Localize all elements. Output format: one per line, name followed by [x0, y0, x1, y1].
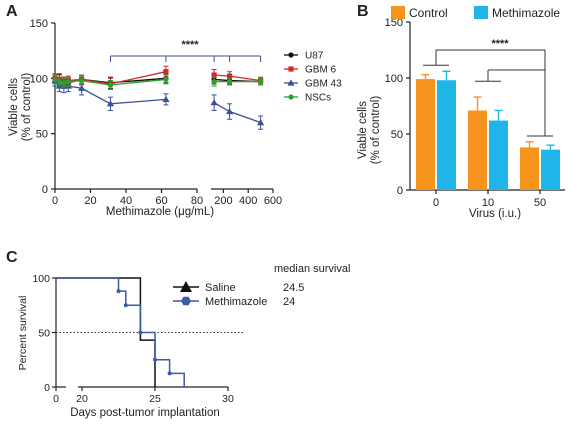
panel-a-xtick-label: 80	[191, 195, 203, 207]
panel-b-xtick-label: 0	[433, 197, 439, 209]
panel-a-point	[106, 100, 115, 107]
panel-a-xtick-label: 20	[84, 195, 96, 207]
panel-c-survival-point	[153, 357, 157, 362]
panel-a-point	[107, 82, 114, 88]
panel-b-bar	[541, 149, 560, 190]
panel-a-ylabel-line1: Viable cells	[8, 78, 20, 136]
panel-c-chart: 0 50 100 0 20 25 30 Saline 24.5 Methimazole 24	[32, 273, 304, 405]
panel-c-xtick-label: 30	[222, 393, 234, 405]
panel-a-legend-label: GBM 43	[305, 79, 342, 90]
panel-b-bar	[520, 147, 539, 190]
panel-b-ytick-label: 150	[385, 17, 403, 29]
panel-c-ytick-label: 100	[32, 273, 50, 285]
panel-a-point	[226, 107, 234, 115]
panel-a-point	[257, 119, 265, 126]
panel-a-point	[227, 79, 233, 85]
panel-b-bar	[489, 120, 508, 190]
panel-a-xlabel: Methimazole (μg/mL)	[106, 206, 214, 218]
panel-c-legend-marker	[180, 281, 192, 292]
panel-c-survival-point	[138, 330, 143, 335]
panel-a-ylabel-line2: (% of control)	[21, 73, 33, 142]
panel-c-legend-label: Methimazole	[205, 296, 267, 308]
panel-a-point	[211, 72, 217, 78]
panel-letter-c: C	[6, 249, 18, 266]
panel-b-ytick-label: 50	[391, 129, 403, 141]
panel-a-xtick-label: 200	[214, 195, 232, 207]
panel-a-ytick-label: 100	[30, 73, 48, 85]
panel-a-point	[52, 76, 58, 83]
panel-a-ytick-label: 0	[42, 184, 48, 196]
panel-letter-a: A	[6, 3, 18, 20]
panel-a-point	[163, 69, 169, 75]
panel-b-bar	[468, 110, 487, 190]
panel-a-point	[56, 79, 63, 85]
panel-c-ylabel: Percent survival	[17, 296, 29, 371]
panel-c-xtick-label: 20	[76, 393, 88, 405]
panel-a-point	[227, 73, 233, 79]
panel-a-xtick-label: 0	[52, 195, 58, 207]
panel-b-legend-label: Control	[409, 6, 448, 20]
panel-b-xtick-label: 50	[534, 197, 546, 209]
panel-c-legend-marker	[181, 296, 191, 306]
panel-c-legend-header: median survival	[274, 263, 350, 275]
panel-b-legend-swatch	[474, 6, 488, 19]
panel-c-xlabel: Days post-tumor implantation	[70, 407, 220, 419]
panel-a-point	[163, 76, 169, 83]
panel-a-ytick-label: 150	[30, 18, 48, 30]
panel-b-xlabel: Virus (i.u.)	[469, 208, 521, 220]
panel-a-point	[78, 84, 86, 91]
panel-c-xtick-label: 25	[149, 393, 161, 405]
panel-a-legend-marker	[288, 52, 294, 58]
panel-a-point	[210, 99, 218, 106]
panel-a-xtick-label: 40	[120, 195, 132, 207]
panel-c-legend-median: 24.5	[283, 282, 304, 294]
panel-a-point	[258, 79, 264, 85]
panel-a-xtick-label: 600	[264, 195, 282, 207]
panel-c-legend-label: Saline	[205, 282, 236, 294]
panel-a-point	[162, 95, 170, 102]
panel-b-legend-label: Methimazole	[492, 6, 560, 20]
panel-b-legend-swatch	[391, 6, 405, 19]
panel-b-ylabel-line2: (% of control)	[370, 96, 382, 165]
panel-a-xtick-label: 400	[239, 195, 257, 207]
panel-a-ytick-label: 50	[36, 129, 48, 141]
panel-b-bar	[416, 79, 435, 190]
panel-b-ytick-label: 0	[397, 185, 403, 197]
panel-b-chart: 0 50 100 150 0 10 50 Control Methimazole	[385, 6, 565, 209]
panel-c-survival-point	[123, 303, 128, 308]
panel-c-survival-point	[167, 371, 172, 376]
panel-c-ytick-label: 0	[44, 382, 50, 394]
panel-a-legend-marker	[287, 79, 295, 86]
panel-a-point	[65, 79, 71, 85]
panel-a-legend-label: GBM 6	[305, 65, 337, 76]
panel-a-xtick-label: 60	[155, 195, 167, 207]
panel-a-legend-marker	[288, 94, 294, 100]
panel-b-ylabel-line1: Viable cells	[357, 101, 369, 159]
panel-a-legend-marker	[288, 66, 294, 72]
panel-a-significance: ****	[181, 39, 199, 51]
panel-a-point	[79, 77, 85, 84]
panel-c-xtick-label: 0	[53, 393, 59, 405]
panel-a-legend-label: U87	[305, 51, 324, 62]
panel-c-survival-point	[116, 289, 121, 294]
panel-b-significance: ****	[491, 38, 509, 50]
panel-b-xtick-label: 10	[482, 197, 494, 209]
panel-c-ytick-label: 50	[38, 328, 50, 340]
panel-a-series-line	[213, 102, 261, 124]
panel-a-point	[61, 80, 67, 86]
panel-c-legend-median: 24	[283, 296, 295, 308]
panel-letter-b: B	[357, 3, 369, 20]
panel-a-point	[211, 79, 217, 85]
panel-b-ytick-label: 100	[385, 73, 403, 85]
panel-a-chart: 0 50 100 150 0 20 40 60 80 200 400 600 U87 GBM 6 GBM 4…	[30, 18, 342, 207]
panel-b-bar	[437, 80, 456, 190]
panel-a-legend-label: NSCs	[305, 93, 331, 104]
